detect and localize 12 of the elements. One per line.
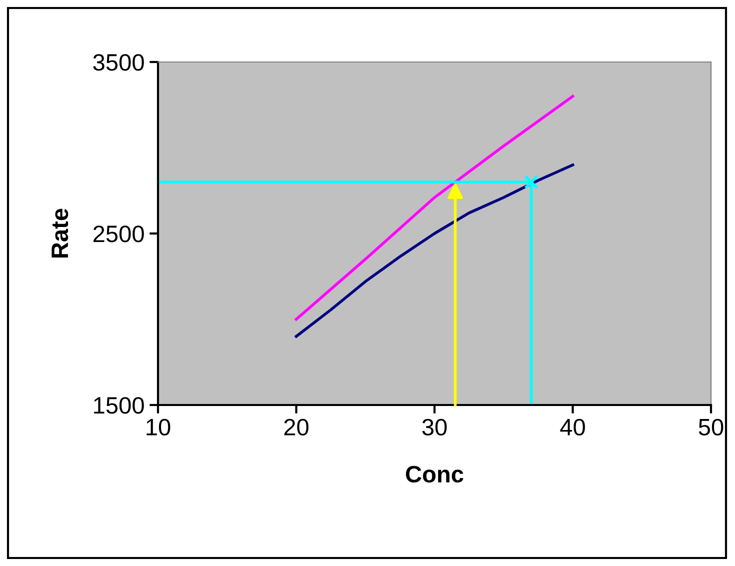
x-tick-label: 30 bbox=[422, 418, 447, 436]
y-axis-title: Rate bbox=[52, 208, 68, 258]
x-axis-title: Conc bbox=[406, 466, 464, 483]
x-tick-label: 20 bbox=[284, 418, 308, 436]
y-tick-label: 1500 bbox=[94, 397, 144, 414]
x-tick-label: 10 bbox=[146, 418, 170, 436]
line-series bbox=[294, 164, 574, 338]
x-tick-label: 40 bbox=[560, 418, 585, 436]
y-tick-label: 3500 bbox=[93, 54, 144, 71]
line-series bbox=[294, 94, 574, 321]
y-tick-label: 2500 bbox=[93, 226, 144, 242]
x-tick-label: 50 bbox=[698, 418, 724, 436]
